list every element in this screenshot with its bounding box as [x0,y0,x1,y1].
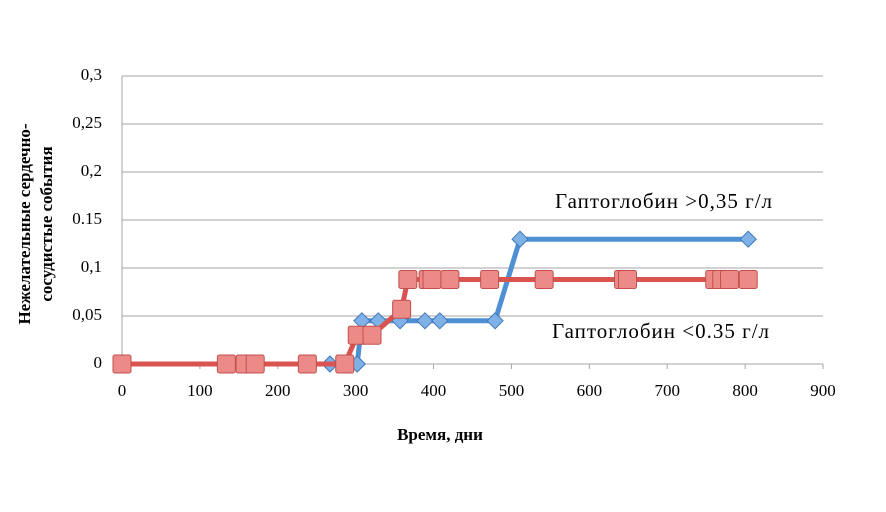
marker [440,270,460,290]
x-tick-label: 700 [654,381,680,400]
marker [392,299,412,319]
x-tick-label: 400 [421,381,447,400]
y-tick-label: 0 [94,353,103,372]
x-tick-label: 900 [810,381,836,400]
y-tick-label: 0,25 [72,113,102,132]
marker [720,270,740,290]
marker [416,312,434,330]
marker [362,325,382,345]
y-tick-label: 0,3 [81,65,102,84]
annotation: Гаптоглобин <0.35 г/л [552,319,770,343]
marker [534,270,554,290]
y-tick-label: 0.15 [72,209,102,228]
x-axis-label: Время, дни [397,425,483,444]
x-tick-label: 600 [577,381,603,400]
x-tick-label: 0 [118,381,127,400]
x-tick-label: 300 [343,381,369,400]
marker [112,354,132,374]
marker [297,354,317,374]
marker [511,230,529,248]
marker [216,354,236,374]
marker [245,354,265,374]
y-axis-label: сосудистые события [37,146,56,301]
marker [335,354,355,374]
marker [398,270,418,290]
x-tick-label: 500 [499,381,525,400]
y-tick-label: 0,2 [81,161,102,180]
y-axis-label: Нежелательные сердечно- [15,123,34,324]
x-tick-label: 200 [265,381,291,400]
y-tick-label: 0,05 [72,305,102,324]
marker [617,270,637,290]
marker [486,312,504,330]
x-tick-label: 100 [187,381,213,400]
annotation: Гаптоглобин >0,35 г/л [555,189,773,213]
marker [480,270,500,290]
marker [739,230,757,248]
x-tick-label: 800 [732,381,758,400]
marker [738,270,758,290]
y-tick-label: 0,1 [81,257,102,276]
marker [422,270,442,290]
marker [431,312,449,330]
series-line [122,236,749,367]
